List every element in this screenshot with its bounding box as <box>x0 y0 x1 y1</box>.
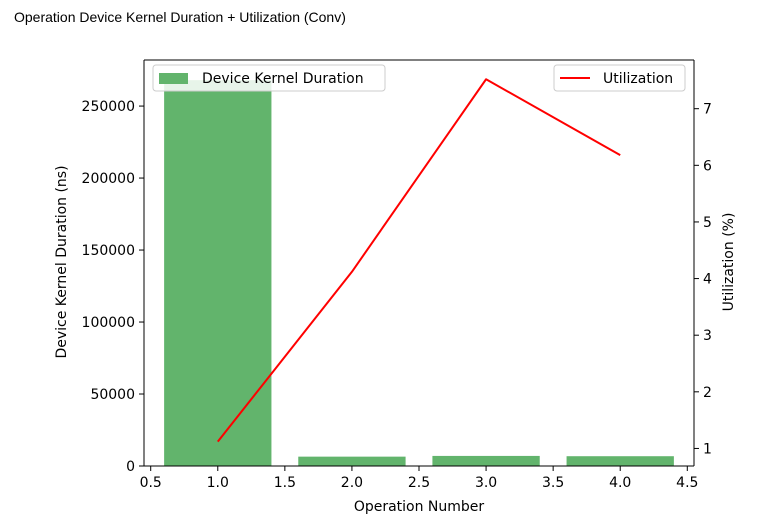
legend-label-duration: Device Kernel Duration <box>202 71 364 87</box>
chart-title: Operation Device Kernel Duration + Utili… <box>14 9 346 25</box>
legend-label-utilization: Utilization <box>603 71 673 87</box>
y-tick-label: 200000 <box>82 171 135 187</box>
y2-tick-label: 6 <box>703 158 712 174</box>
x-axis-ticks: 0.5 1.0 1.5 2.0 2.5 3.0 3.5 4.0 4.5 <box>140 466 698 491</box>
y-tick-label: 50000 <box>90 387 135 403</box>
y2-tick-label: 4 <box>703 272 712 288</box>
line-series-utilization <box>216 78 621 443</box>
x-tick-label: 2.0 <box>341 475 363 491</box>
y2-axis-ticks: 1 2 3 4 5 6 7 <box>694 102 712 457</box>
x-tick-label: 0.5 <box>140 475 162 491</box>
x-tick-label: 1.0 <box>207 475 229 491</box>
x-axis-label: Operation Number <box>354 499 485 515</box>
y-tick-label: 150000 <box>82 243 135 259</box>
y2-tick-label: 1 <box>703 441 712 457</box>
bar-series-duration <box>164 80 674 466</box>
x-tick-label: 4.5 <box>676 475 698 491</box>
bar-op-2 <box>298 456 406 466</box>
x-tick-label: 2.5 <box>408 475 430 491</box>
y2-axis-label: Utilization (%) <box>721 213 737 312</box>
utilization-line <box>216 78 621 443</box>
bar-op-3 <box>432 455 540 466</box>
y-axis-ticks: 0 50000 100000 150000 200000 250000 <box>82 99 144 475</box>
bar-op-4 <box>566 456 674 466</box>
y-tick-label: 0 <box>126 459 135 475</box>
y2-tick-label: 3 <box>703 328 712 344</box>
legend-duration: Device Kernel Duration <box>152 64 386 92</box>
x-tick-label: 1.5 <box>274 475 296 491</box>
y-tick-label: 100000 <box>82 315 135 331</box>
x-tick-label: 4.0 <box>609 475 631 491</box>
legend-utilization: Utilization <box>553 64 686 92</box>
y-axis-label: Device Kernel Duration (ns) <box>54 165 70 358</box>
legend-swatch-duration <box>159 73 188 84</box>
y-tick-label: 250000 <box>82 99 135 115</box>
x-tick-label: 3.5 <box>542 475 564 491</box>
x-tick-label: 3.0 <box>475 475 497 491</box>
y2-tick-label: 5 <box>703 215 712 231</box>
y2-tick-label: 2 <box>703 385 712 401</box>
bar-op-1 <box>164 80 272 466</box>
y2-tick-label: 7 <box>703 102 712 118</box>
